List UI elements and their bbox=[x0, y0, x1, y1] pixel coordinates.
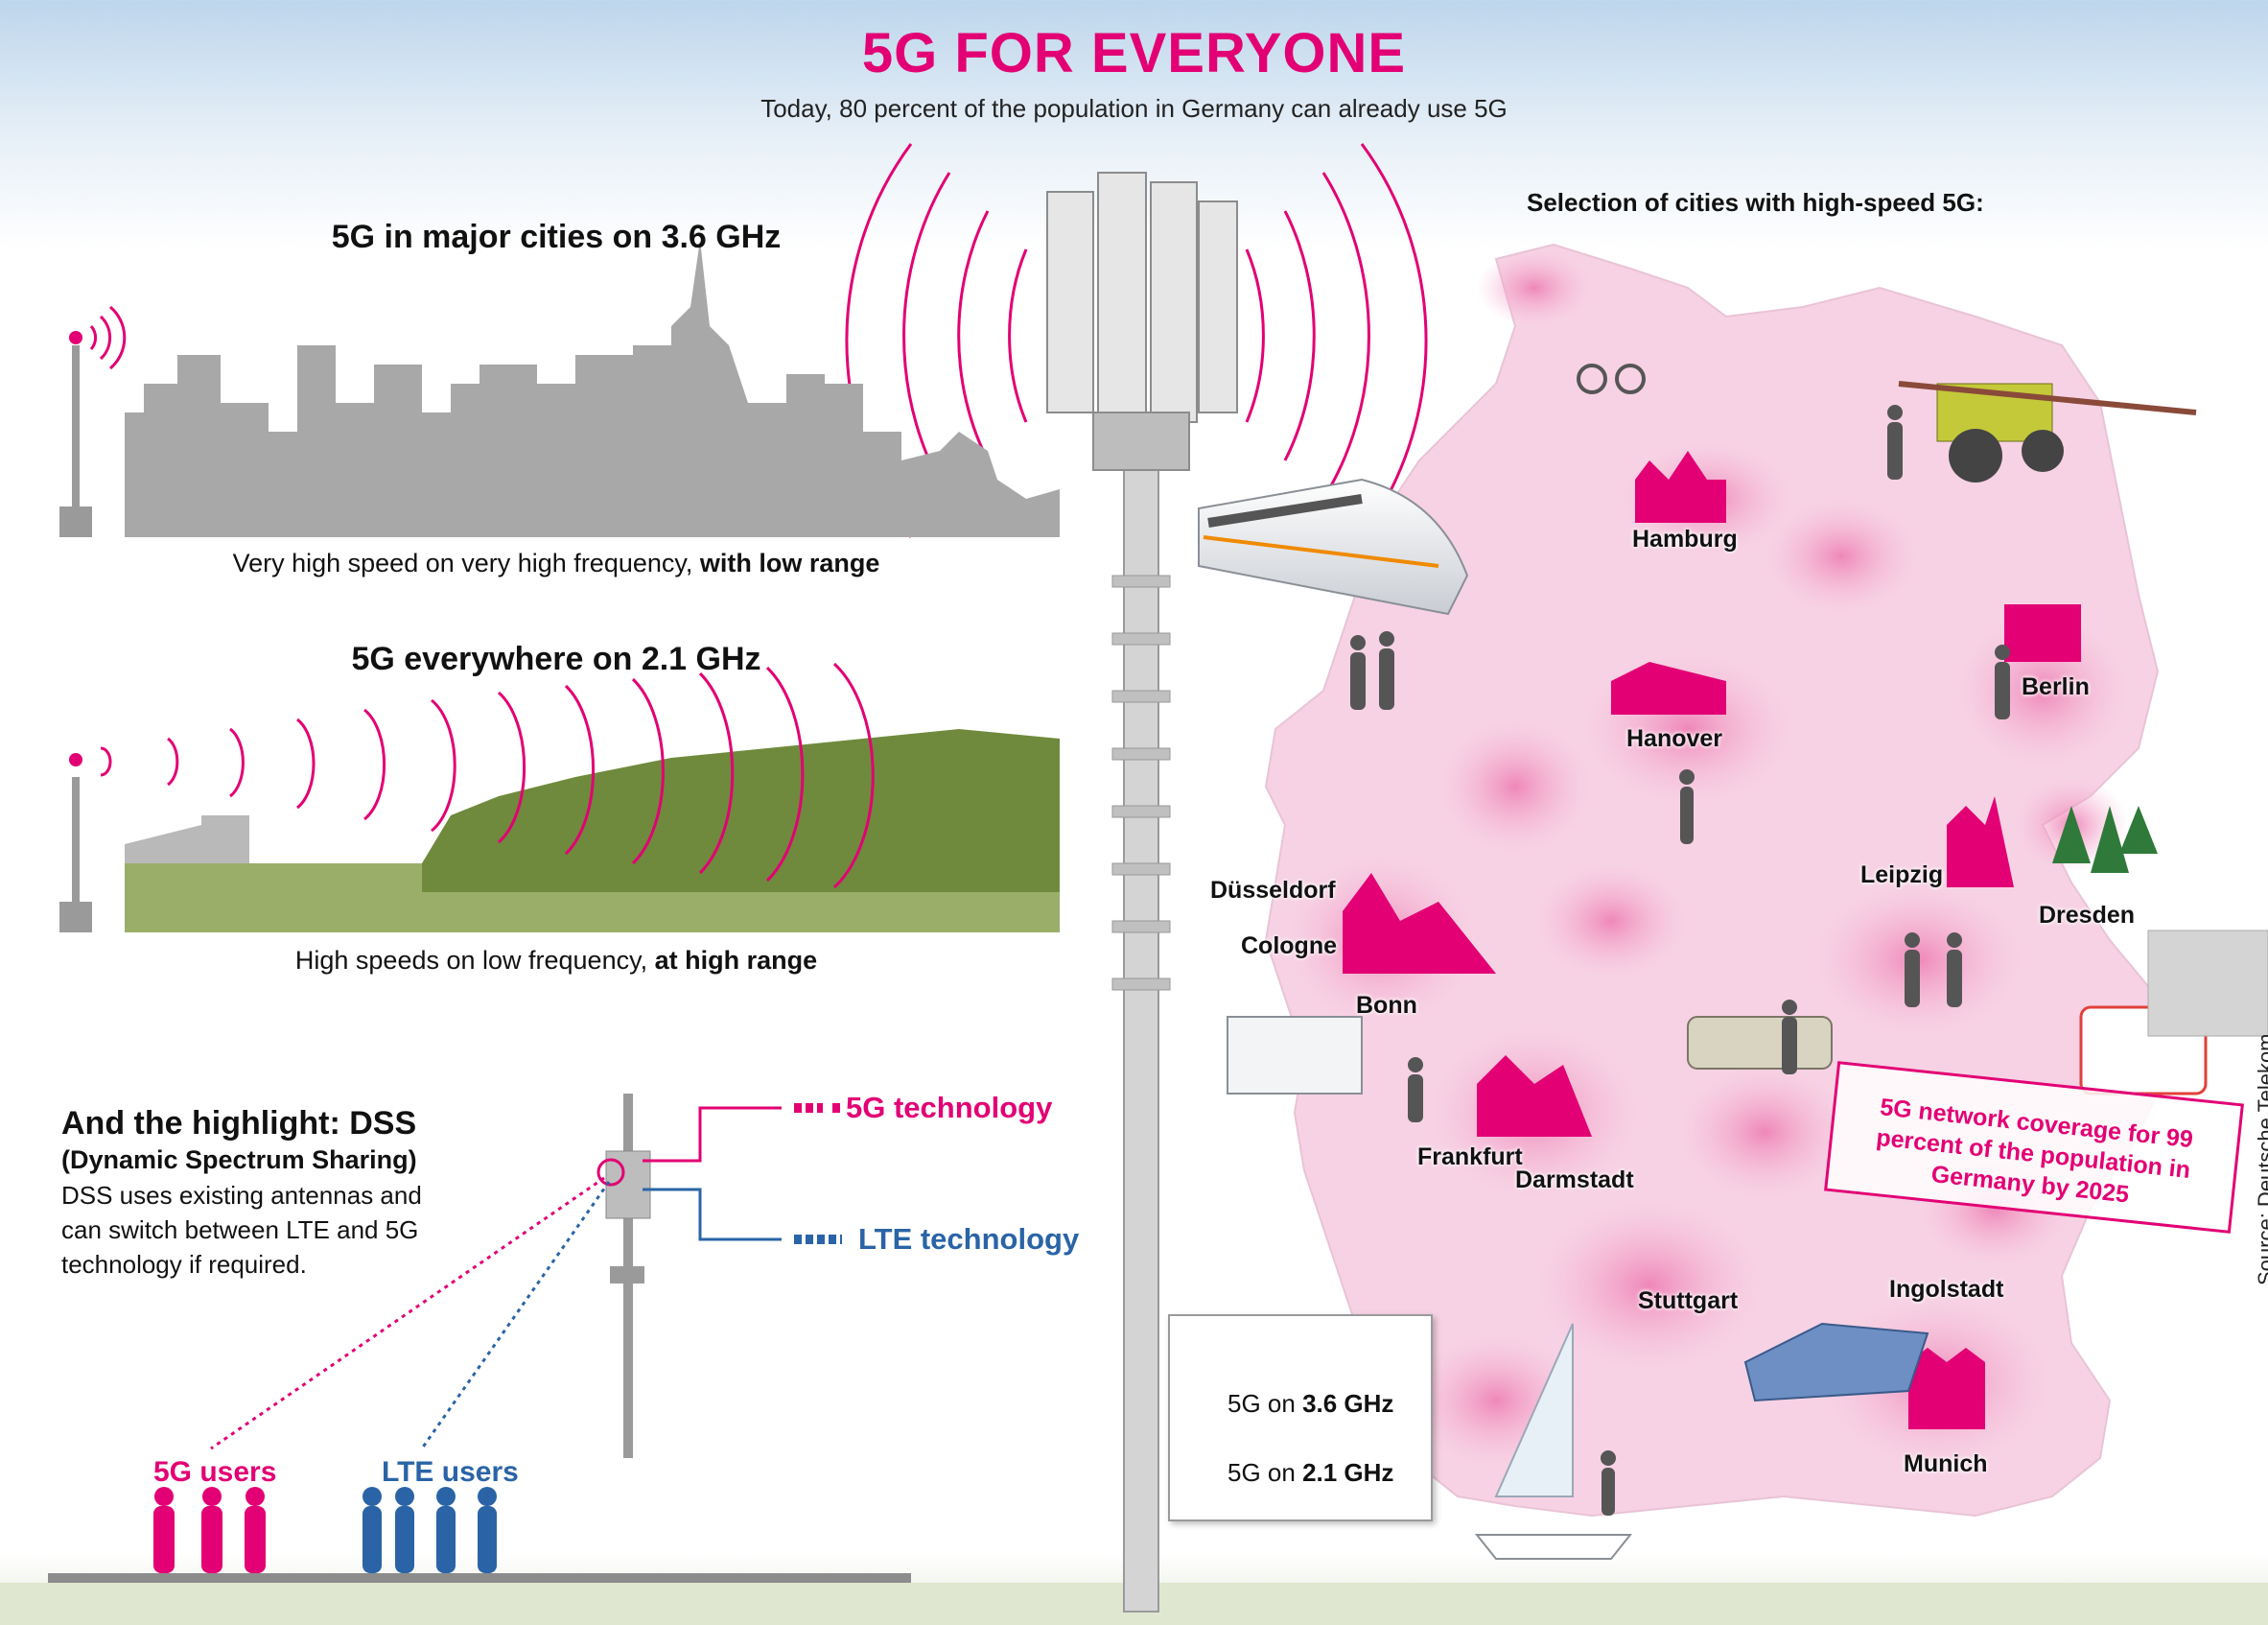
legend-item2-bold: 2.1 GHz bbox=[1302, 1458, 1394, 1487]
city-label-munich: Munich bbox=[1904, 1450, 1988, 1477]
dss-title: And the highlight: DSS bbox=[61, 1105, 417, 1142]
berlin-landmark bbox=[2004, 604, 2081, 662]
munich-landmark bbox=[1908, 1348, 1985, 1429]
map-heading: Selection of cities with high-speed 5G: bbox=[1527, 188, 1984, 217]
source-credit: Source: Deutsche Telekom bbox=[2254, 1033, 2268, 1285]
tech-lte-label: LTE technology bbox=[858, 1222, 1080, 1256]
everywhere-heading: 5G everywhere on 2.1 GHz bbox=[351, 641, 761, 677]
city-label-dresden: Dresden bbox=[2039, 902, 2136, 929]
city-label-leipzig: Leipzig bbox=[1860, 861, 1944, 888]
cologne-landmark bbox=[1343, 873, 1496, 974]
cities-caption-plain: Very high speed on very high frequency, bbox=[232, 549, 700, 577]
legend-item1-bold: 3.6 GHz bbox=[1302, 1389, 1394, 1418]
small-antenna-signal-top bbox=[69, 331, 82, 344]
city-label-cologne: Cologne bbox=[1241, 932, 1337, 959]
everywhere-caption-plain: High speeds on low frequency, bbox=[294, 946, 655, 975]
city-label-berlin: Berlin bbox=[2022, 673, 2090, 700]
tractor-illustration bbox=[1898, 381, 2197, 483]
tree-icons bbox=[2052, 806, 2158, 873]
legend-item1-plain: 5G on bbox=[1228, 1389, 1303, 1418]
forest-landscape bbox=[59, 729, 1060, 932]
hanover-landmark bbox=[1611, 662, 1726, 715]
hamburg-landmark bbox=[1635, 451, 1726, 523]
city-landmarks bbox=[1343, 451, 2081, 1429]
city-label-hamburg: Hamburg bbox=[1632, 526, 1738, 553]
vehicle-illustrations bbox=[1227, 1005, 2208, 1402]
leipzig-landmark bbox=[1947, 796, 2014, 887]
page-subtitle: Today, 80 percent of the population in G… bbox=[760, 94, 1508, 123]
map-legend: 5G on 3.6 GHz 5G on 2.1 GHz bbox=[1168, 1314, 1433, 1521]
legend-item-2-1ghz: 5G on 2.1 GHz bbox=[1228, 1458, 1393, 1488]
users-lte-label: LTE users bbox=[382, 1456, 519, 1488]
everywhere-caption-bold: at high range bbox=[654, 946, 818, 975]
signal-waves-wide bbox=[100, 662, 875, 889]
city-label-hanover: Hanover bbox=[1626, 725, 1723, 752]
city-label-bonn: Bonn bbox=[1356, 992, 1417, 1019]
tech-5g-label: 5G technology bbox=[846, 1091, 1053, 1124]
cities-caption-bold: with low range bbox=[699, 549, 880, 577]
legend-item2-plain: 5G on bbox=[1228, 1458, 1303, 1487]
dss-subtitle: (Dynamic Spectrum Sharing) bbox=[61, 1145, 417, 1174]
city-skyline bbox=[59, 240, 1060, 537]
ice-train-illustration bbox=[1198, 478, 1469, 616]
dss-diagram bbox=[48, 1094, 911, 1583]
building-right-edge bbox=[2147, 930, 2268, 1037]
dss-body: DSS uses existing antennas and can switc… bbox=[61, 1181, 422, 1279]
users-5g-label: 5G users bbox=[153, 1456, 277, 1488]
city-label-frankfurt: Frankfurt bbox=[1417, 1143, 1523, 1170]
lte-users-figures bbox=[362, 1487, 497, 1573]
city-label-darmstadt: Darmstadt bbox=[1515, 1166, 1634, 1193]
everywhere-caption: High speeds on low frequency, at high ra… bbox=[134, 946, 978, 976]
people-silhouettes bbox=[1350, 364, 2010, 1516]
main-antenna-tower bbox=[845, 143, 1428, 1613]
city-label-dusseldorf: Düsseldorf bbox=[1210, 877, 1336, 904]
signal-waves-top bbox=[89, 305, 127, 370]
city-label-stuttgart: Stuttgart bbox=[1638, 1287, 1739, 1314]
frankfurt-landmark bbox=[1477, 1055, 1592, 1137]
city-label-ingolstadt: Ingolstadt bbox=[1889, 1276, 2004, 1303]
page-title: 5G FOR EVERYONE bbox=[861, 22, 1407, 84]
cities-heading: 5G in major cities on 3.6 GHz bbox=[331, 219, 782, 255]
5g-users-figures bbox=[153, 1487, 266, 1573]
sailboat-illustration bbox=[1474, 1323, 1633, 1560]
legend-item-3-6ghz: 5G on 3.6 GHz bbox=[1228, 1389, 1393, 1419]
cities-caption: Very high speed on very high frequency, … bbox=[134, 549, 978, 578]
